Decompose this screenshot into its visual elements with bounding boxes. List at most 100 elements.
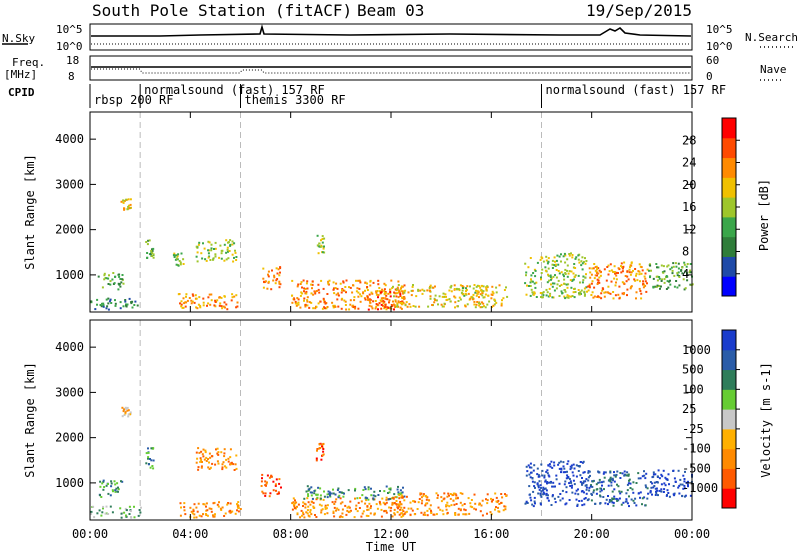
- data-cell: [401, 514, 404, 517]
- data-cell: [567, 295, 570, 298]
- data-cell: [391, 501, 394, 504]
- data-cell: [378, 500, 381, 503]
- data-cell: [609, 499, 612, 502]
- data-cell: [677, 486, 680, 489]
- data-cell: [322, 247, 325, 250]
- data-cell: [320, 504, 323, 507]
- data-cell: [553, 461, 556, 464]
- data-cell: [110, 302, 113, 304]
- data-cell: [213, 248, 215, 250]
- data-cell: [340, 291, 343, 294]
- data-cell: [495, 301, 498, 304]
- data-cell: [672, 485, 675, 487]
- data-cell: [474, 291, 477, 294]
- data-cell: [328, 491, 331, 494]
- data-cell: [337, 294, 340, 297]
- data-cell: [472, 297, 475, 300]
- data-cell: [310, 500, 313, 503]
- data-cell: [612, 297, 615, 300]
- data-cell: [302, 279, 305, 282]
- data-cell: [237, 506, 240, 509]
- data-cell: [682, 474, 685, 477]
- data-cell: [649, 263, 651, 266]
- data-cell: [620, 262, 623, 265]
- data-cell: [402, 292, 405, 295]
- data-cell: [660, 280, 663, 282]
- data-cell: [466, 303, 469, 306]
- data-cell: [210, 247, 213, 250]
- data-cell: [375, 290, 378, 293]
- data-cell: [636, 279, 639, 282]
- data-cell: [554, 260, 556, 263]
- data-cell: [655, 492, 658, 495]
- data-cell: [227, 502, 230, 504]
- data-cell: [562, 465, 565, 468]
- data-cell: [635, 482, 638, 484]
- data-cell: [106, 305, 109, 308]
- data-cell: [393, 512, 396, 515]
- data-cell: [603, 268, 606, 271]
- data-cell: [214, 241, 217, 244]
- data-cell: [485, 286, 488, 289]
- data-cell: [679, 483, 682, 486]
- data-cell: [401, 509, 404, 511]
- data-cell: [557, 279, 560, 282]
- data-cell: [236, 504, 239, 507]
- data-cell: [147, 463, 150, 466]
- data-cell: [389, 292, 392, 295]
- data-cell: [584, 497, 587, 499]
- data-cell: [334, 493, 337, 496]
- colorbar-swatch: [722, 409, 736, 430]
- data-cell: [228, 510, 231, 513]
- scatter-region: [391, 284, 509, 309]
- data-cell: [152, 253, 155, 256]
- data-cell: [110, 480, 113, 483]
- data-cell: [296, 285, 299, 288]
- data-cell: [222, 461, 225, 464]
- data-cell: [204, 513, 207, 515]
- colorbar-tick-label: -25: [682, 422, 704, 436]
- data-cell: [584, 484, 587, 487]
- data-cell: [267, 273, 269, 276]
- data-cell: [547, 474, 550, 477]
- data-cell: [378, 302, 381, 305]
- data-cell: [629, 266, 631, 269]
- data-cell: [385, 498, 388, 501]
- data-cell: [586, 285, 589, 288]
- data-cell: [332, 306, 335, 309]
- colorbar-tick-label: 20: [682, 178, 696, 192]
- data-cell: [190, 302, 193, 305]
- data-cell: [665, 275, 668, 277]
- data-cell: [175, 254, 178, 257]
- data-cell: [621, 281, 624, 284]
- data-cell: [301, 292, 304, 295]
- data-cell: [657, 494, 659, 497]
- data-cell: [529, 462, 532, 465]
- data-cell: [192, 294, 195, 297]
- data-cell: [526, 502, 529, 504]
- data-cell: [659, 287, 661, 290]
- colorbar-swatch: [722, 448, 736, 469]
- data-cell: [320, 509, 323, 512]
- nsearch-tick-low: 10^0: [706, 40, 733, 53]
- data-cell: [117, 486, 119, 489]
- data-cell: [368, 502, 371, 505]
- data-cell: [617, 272, 619, 274]
- data-cell: [628, 505, 630, 508]
- data-cell: [428, 499, 431, 502]
- data-cell: [208, 293, 211, 296]
- data-cell: [99, 494, 101, 497]
- data-cell: [441, 305, 444, 308]
- data-cell: [534, 275, 537, 278]
- data-cell: [642, 286, 645, 289]
- data-cell: [445, 508, 448, 511]
- data-cell: [584, 262, 587, 265]
- data-cell: [599, 490, 602, 493]
- data-cell: [229, 511, 232, 514]
- data-cell: [130, 516, 132, 519]
- data-cell: [529, 281, 532, 284]
- data-cell: [177, 253, 180, 256]
- data-cell: [626, 294, 628, 297]
- data-cell: [650, 269, 652, 272]
